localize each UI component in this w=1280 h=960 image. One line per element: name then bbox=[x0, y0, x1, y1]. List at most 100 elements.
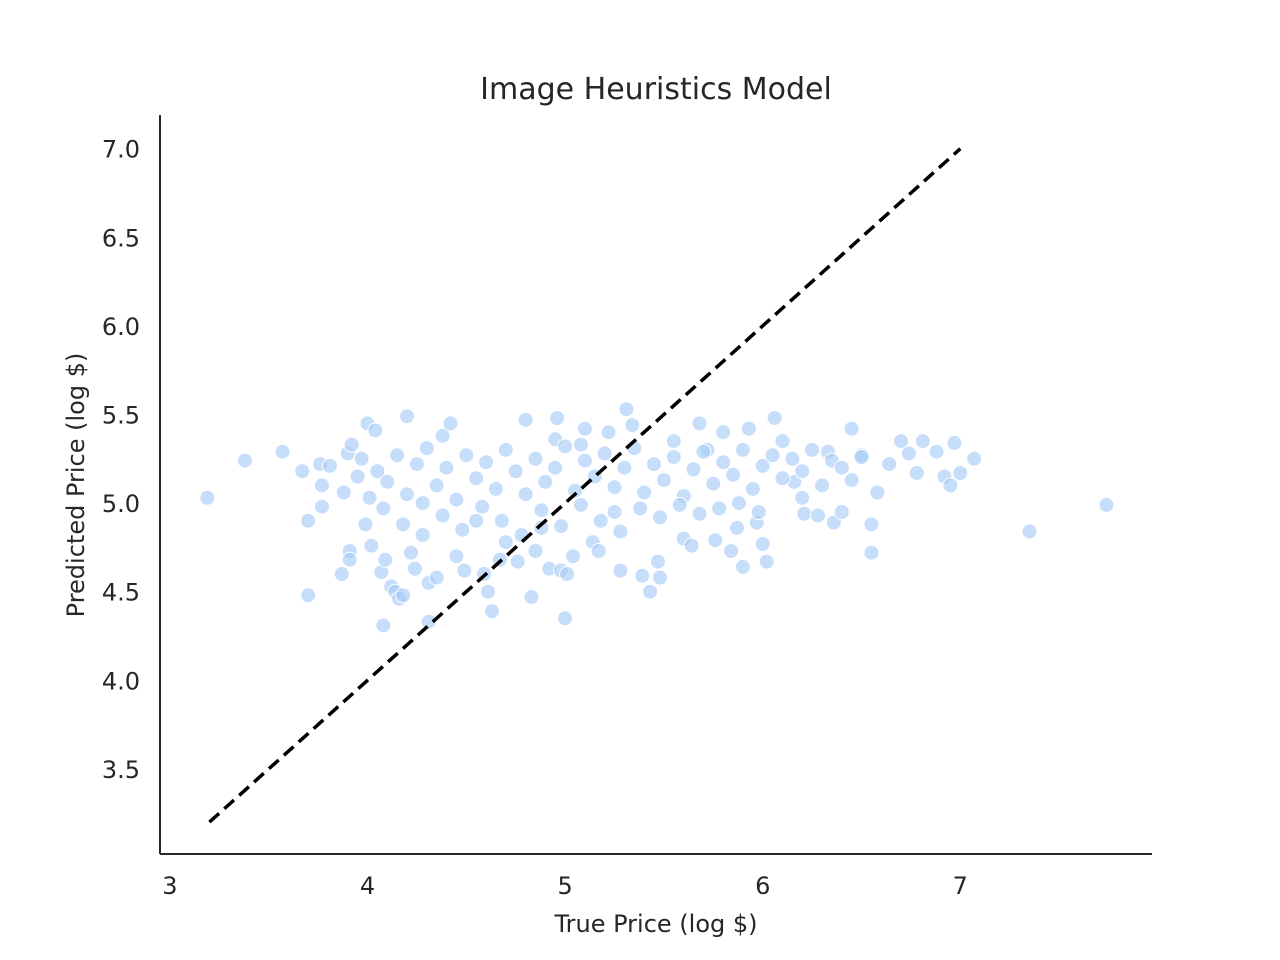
data-point bbox=[750, 504, 767, 520]
data-point bbox=[600, 424, 617, 441]
data-point bbox=[567, 482, 583, 499]
data-point bbox=[314, 477, 330, 494]
data-point bbox=[634, 567, 651, 584]
data-point bbox=[458, 447, 475, 464]
data-point bbox=[764, 447, 781, 464]
data-point bbox=[509, 553, 526, 570]
data-point bbox=[665, 449, 682, 465]
data-point bbox=[428, 569, 445, 586]
data-point bbox=[300, 512, 317, 529]
data-point bbox=[474, 498, 491, 515]
data-point bbox=[377, 551, 394, 568]
y-tick-label: 7.0 bbox=[102, 136, 140, 164]
data-point bbox=[814, 477, 830, 494]
data-point bbox=[493, 512, 510, 529]
data-point bbox=[914, 433, 931, 450]
data-point bbox=[652, 509, 668, 526]
reference-line bbox=[208, 147, 962, 824]
data-point bbox=[237, 452, 253, 469]
data-point bbox=[744, 480, 761, 497]
data-point bbox=[952, 465, 969, 481]
data-point bbox=[442, 415, 459, 432]
data-point bbox=[576, 420, 593, 437]
data-point bbox=[618, 401, 635, 418]
data-point bbox=[480, 583, 496, 600]
y-tick-labels: 3.5 4.0 4.5 5.0 5.5 6.0 6.5 7.0 bbox=[102, 136, 140, 784]
data-point bbox=[454, 521, 471, 538]
data-point bbox=[468, 512, 485, 529]
data-point bbox=[928, 443, 945, 460]
y-tick-label: 4.0 bbox=[102, 667, 140, 695]
data-point bbox=[731, 495, 747, 512]
data-point bbox=[592, 512, 609, 529]
data-point bbox=[559, 566, 576, 582]
data-point bbox=[537, 473, 554, 490]
data-point bbox=[740, 420, 757, 437]
data-point bbox=[527, 450, 544, 467]
data-point bbox=[420, 613, 437, 630]
data-point bbox=[794, 463, 811, 480]
data-point bbox=[590, 543, 607, 559]
x-tick-label: 5 bbox=[557, 872, 572, 900]
data-point bbox=[274, 443, 291, 460]
data-point bbox=[908, 465, 925, 481]
data-point bbox=[369, 463, 386, 480]
data-point bbox=[715, 454, 732, 471]
data-point bbox=[863, 516, 880, 533]
y-tick-label: 3.5 bbox=[102, 756, 140, 784]
data-point bbox=[596, 445, 613, 462]
data-point bbox=[665, 433, 682, 450]
data-point bbox=[794, 489, 811, 506]
data-point bbox=[616, 459, 633, 476]
data-point bbox=[853, 449, 870, 465]
data-point bbox=[606, 504, 623, 520]
data-point bbox=[408, 456, 425, 473]
data-point bbox=[691, 505, 708, 522]
data-point bbox=[833, 504, 850, 520]
data-point bbox=[403, 544, 419, 561]
data-point bbox=[448, 491, 465, 508]
data-point bbox=[507, 463, 524, 480]
data-point bbox=[671, 496, 688, 513]
data-point bbox=[557, 610, 574, 627]
y-tick-label: 5.5 bbox=[102, 401, 140, 429]
data-point bbox=[810, 507, 826, 524]
data-point bbox=[650, 553, 666, 570]
x-tick-label: 3 bbox=[162, 872, 177, 900]
data-point bbox=[946, 434, 963, 451]
chart-title: Image Heuristics Model bbox=[480, 72, 832, 107]
data-point bbox=[612, 562, 629, 579]
data-point bbox=[825, 514, 842, 531]
data-point bbox=[406, 560, 423, 577]
data-point bbox=[199, 489, 216, 506]
data-point bbox=[549, 410, 566, 426]
data-point bbox=[399, 486, 415, 503]
data-point bbox=[843, 420, 860, 437]
data-point bbox=[572, 436, 589, 453]
data-point bbox=[774, 470, 791, 487]
data-point bbox=[533, 519, 550, 536]
data-point bbox=[707, 532, 724, 549]
data-point bbox=[784, 450, 801, 467]
data-point bbox=[349, 468, 366, 485]
x-tick-label: 7 bbox=[953, 872, 968, 900]
data-point bbox=[565, 548, 581, 565]
y-tick-label: 5.0 bbox=[102, 490, 140, 518]
data-point bbox=[881, 456, 898, 473]
data-point bbox=[389, 447, 406, 464]
data-point bbox=[361, 489, 378, 506]
data-point bbox=[734, 441, 751, 458]
data-point bbox=[624, 417, 641, 434]
data-point bbox=[418, 440, 435, 457]
data-point bbox=[863, 544, 880, 561]
y-axis-label: Predicted Price (log $) bbox=[62, 353, 90, 618]
data-point bbox=[715, 424, 732, 441]
data-point bbox=[367, 422, 384, 439]
x-axis-label: True Price (log $) bbox=[554, 910, 758, 938]
data-point bbox=[723, 543, 740, 559]
data-point bbox=[843, 472, 860, 489]
data-point bbox=[572, 496, 589, 513]
data-point bbox=[547, 459, 564, 476]
data-point bbox=[428, 477, 445, 494]
